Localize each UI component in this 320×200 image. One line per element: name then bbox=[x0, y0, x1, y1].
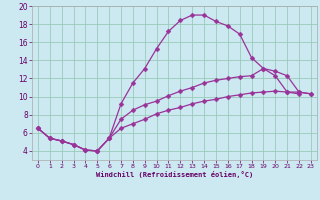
X-axis label: Windchill (Refroidissement éolien,°C): Windchill (Refroidissement éolien,°C) bbox=[96, 171, 253, 178]
